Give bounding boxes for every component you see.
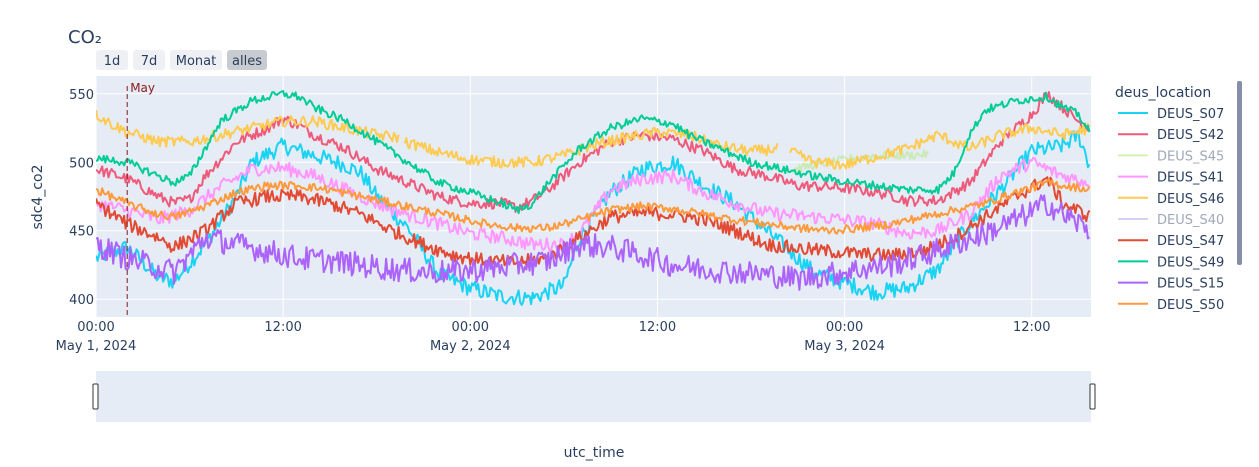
legend-item-deus-s40[interactable]: DEUS_S40: [1118, 213, 1224, 228]
x-tick-label: 00:00: [77, 320, 114, 335]
y-tick-label: 400: [69, 293, 94, 308]
may-annotation: May: [126, 81, 155, 317]
x-axis-label: utc_time: [564, 445, 625, 461]
legend-label[interactable]: DEUS_S46: [1157, 192, 1224, 207]
range-slider-right-handle[interactable]: [1089, 383, 1096, 410]
x-axis-ticks: 00:00 May 1, 2024 12:00 00:00 May 2, 2024 12:…: [56, 320, 1051, 354]
x-tick-date: May 3, 2024: [804, 339, 885, 354]
series-line-deus-s49: [96, 90, 1091, 215]
legend-label[interactable]: DEUS_S07: [1157, 107, 1224, 122]
series-line-deus-s47: [96, 176, 1091, 268]
y-tick-label: 450: [69, 225, 94, 240]
y-tick-label: 500: [69, 156, 94, 171]
range-button-bg[interactable]: [133, 50, 165, 70]
range-button-bg[interactable]: [170, 50, 222, 70]
series-line-deus-s42: [96, 91, 1090, 213]
series-line-deus-s45: [789, 149, 930, 174]
series-line-deus-s15: [96, 194, 1091, 291]
range-button-bg[interactable]: [227, 50, 267, 70]
y-tick-label: 550: [69, 88, 94, 103]
legend-item-deus-s50[interactable]: DEUS_S50: [1118, 298, 1224, 313]
legend-label[interactable]: DEUS_S47: [1157, 234, 1224, 249]
legend-title: deus_location: [1115, 85, 1211, 101]
x-tick-label: 12:00: [1013, 320, 1050, 335]
legend-item-deus-s49[interactable]: DEUS_S49: [1118, 255, 1224, 270]
legend-item-deus-s15[interactable]: DEUS_S15: [1118, 277, 1224, 292]
range-button-label[interactable]: 7d: [141, 54, 158, 69]
legend-item-deus-s46[interactable]: DEUS_S46: [1118, 192, 1224, 207]
x-tick-date: May 1, 2024: [56, 339, 137, 354]
series-layer: [96, 90, 1091, 306]
range-slider[interactable]: [92, 371, 1096, 422]
legend-scrollbar[interactable]: [1237, 81, 1242, 265]
legend-label[interactable]: DEUS_S41: [1157, 171, 1224, 186]
annotation-label: May: [130, 81, 155, 95]
legend-label[interactable]: DEUS_S42: [1157, 128, 1224, 143]
x-tick-label: 00:00: [826, 320, 863, 335]
y-axis-label: sdc4_co2: [30, 165, 46, 230]
y-axis-ticks: 400 450 500 550: [69, 88, 94, 308]
range-slider-left-handle[interactable]: [92, 383, 99, 410]
legend-item-deus-s07[interactable]: DEUS_S07: [1118, 107, 1224, 122]
legend-item-deus-s42[interactable]: DEUS_S42: [1118, 128, 1224, 143]
legend-label[interactable]: DEUS_S50: [1157, 298, 1224, 313]
range-button-bg[interactable]: [96, 50, 128, 70]
legend-label[interactable]: DEUS_S45: [1157, 149, 1224, 164]
legend-item-deus-s41[interactable]: DEUS_S41: [1118, 171, 1224, 186]
series-line-deus-s46: [96, 109, 1091, 170]
range-button-alles[interactable]: alles: [227, 50, 267, 70]
legend-item-deus-s45[interactable]: DEUS_S45: [1118, 149, 1224, 164]
range-button-7d[interactable]: 7d: [133, 50, 165, 70]
x-tick-label: 00:00: [452, 320, 489, 335]
x-tick-label: 12:00: [639, 320, 676, 335]
range-button-label[interactable]: Monat: [176, 54, 216, 69]
legend-item-deus-s47[interactable]: DEUS_S47: [1118, 234, 1224, 249]
chart-title: CO₂: [68, 27, 102, 48]
range-button-label[interactable]: alles: [232, 54, 262, 69]
series-line-deus-s50: [96, 178, 1091, 235]
range-button-monat[interactable]: Monat: [170, 50, 222, 70]
x-tick-date: May 2, 2024: [430, 339, 511, 354]
range-button-1d[interactable]: 1d: [96, 50, 128, 70]
legend: DEUS_S07 DEUS_S42 DEUS_S45 DEUS_S41 DEUS_S46…: [1118, 107, 1224, 313]
range-selector: 1d 7d Monat alles: [96, 50, 267, 70]
legend-label[interactable]: DEUS_S49: [1157, 255, 1224, 270]
x-tick-label: 12:00: [264, 320, 301, 335]
range-button-label[interactable]: 1d: [104, 54, 121, 69]
legend-label[interactable]: DEUS_S40: [1157, 213, 1224, 228]
legend-label[interactable]: DEUS_S15: [1157, 277, 1224, 292]
range-slider-track[interactable]: [96, 371, 1091, 422]
